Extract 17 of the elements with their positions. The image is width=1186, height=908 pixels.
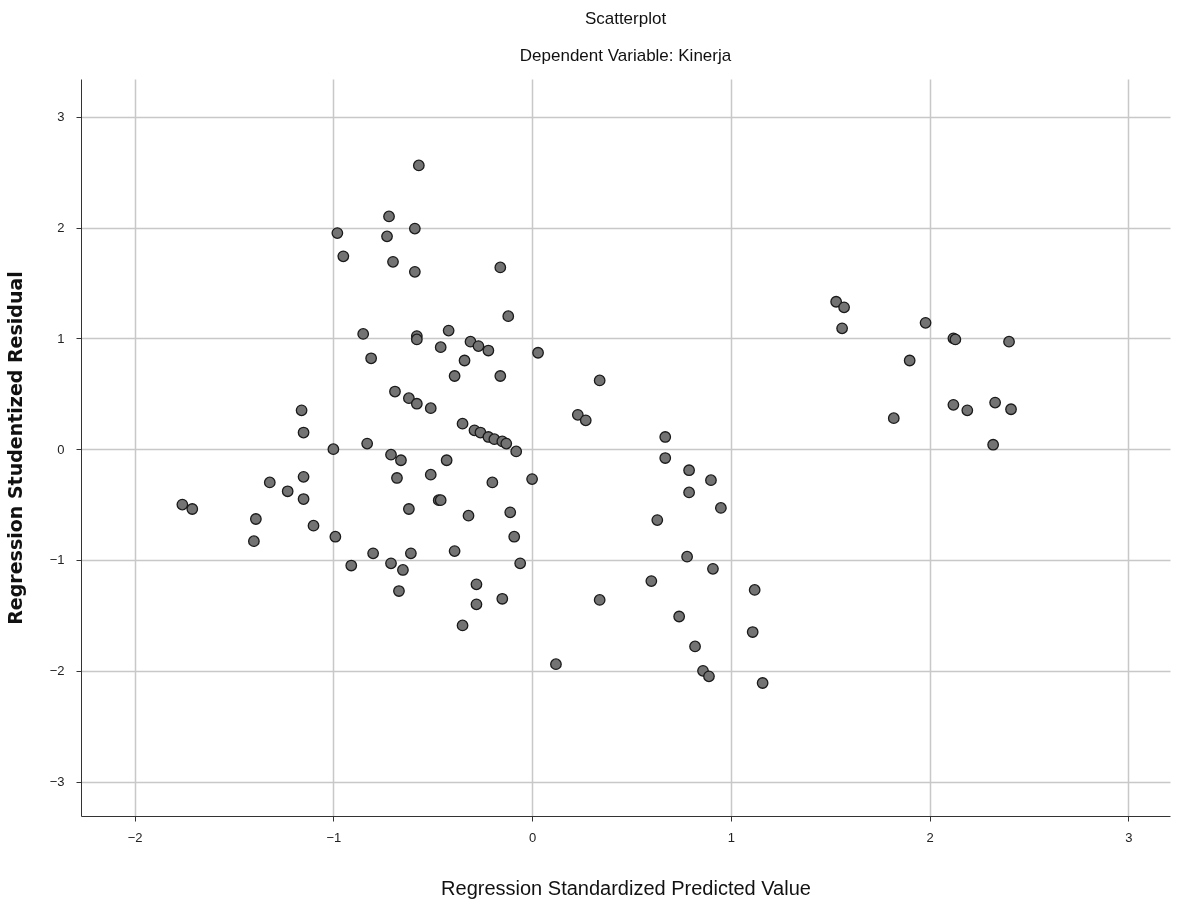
y-tick-label: −2	[49, 663, 65, 679]
y-tick-label: 0	[57, 441, 65, 457]
x-axis-title: Regression Standardized Predicted Value	[441, 876, 811, 899]
chart-title: Scatterplot	[584, 9, 667, 28]
x-tick-label: 0	[528, 829, 537, 845]
x-tick-label: 2	[926, 829, 934, 845]
x-tick-label: 3	[1125, 829, 1133, 845]
y-tick-label: 3	[57, 109, 65, 125]
x-tick-label: 1	[727, 829, 735, 845]
x-tick-label: −2	[127, 829, 143, 845]
y-tick-label: 1	[57, 330, 65, 346]
y-axis-title: Regression Studentized Residual	[3, 271, 26, 625]
y-tick-label: 2	[57, 220, 65, 236]
y-tick-label: −1	[49, 552, 65, 568]
chart-subtitle: Dependent Variable: Kinerja	[519, 46, 732, 65]
x-tick-label: −1	[326, 829, 342, 845]
y-tick-label: −3	[49, 774, 65, 790]
